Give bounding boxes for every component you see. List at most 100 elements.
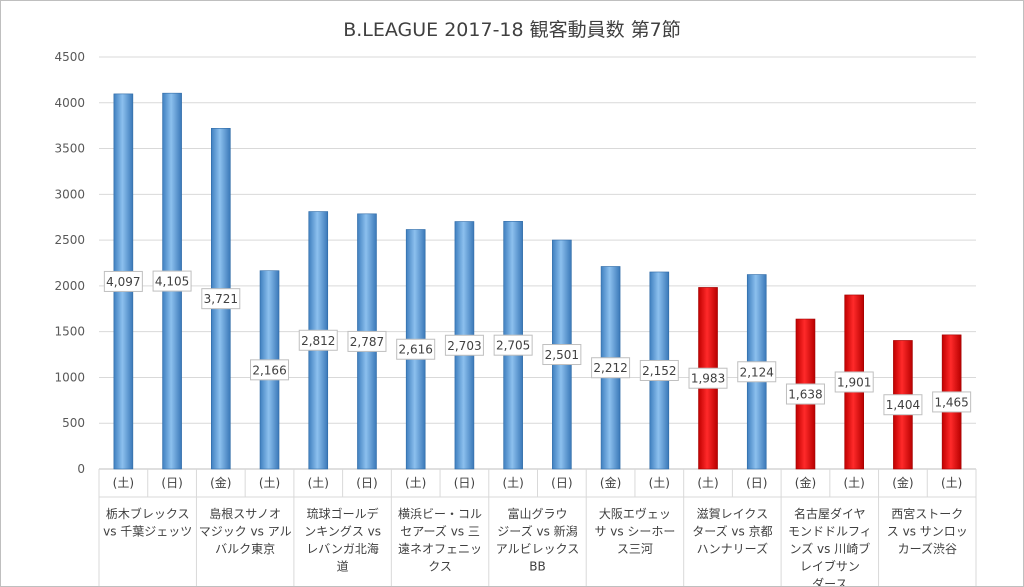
day-label: (土) <box>844 476 865 490</box>
day-label: (日) <box>454 476 475 490</box>
match-label: 名古屋ダイヤ <box>794 506 866 521</box>
match-label: レイブサン <box>800 559 860 574</box>
data-label-box <box>103 270 143 292</box>
y-tick-label: 1000 <box>54 370 85 384</box>
y-tick-label: 4500 <box>54 50 85 64</box>
data-label-box <box>201 288 241 310</box>
day-label: (土) <box>259 476 280 490</box>
y-tick-label: 1500 <box>54 325 85 339</box>
data-label: 2,501 <box>545 348 579 362</box>
match-label: バルク東京 <box>215 542 275 556</box>
match-label: vs 千葉ジェッツ <box>103 525 192 539</box>
match-label: マジック vs アル <box>199 525 292 539</box>
data-labels: 4,097 4,105 3,721 2,166 2,812 2,787 2,616 2,703… <box>103 270 972 416</box>
data-label-box <box>493 334 533 356</box>
data-label: 1,638 <box>788 388 822 402</box>
data-label: 1,465 <box>934 395 968 409</box>
day-label: (金) <box>600 475 621 490</box>
match-label: ンキングス vs <box>304 525 381 539</box>
match-label: 富山グラウ <box>507 506 567 521</box>
match-label: 道 <box>337 560 349 574</box>
data-label: 4,105 <box>155 275 189 289</box>
data-label-box <box>396 338 436 360</box>
chart-title: B.LEAGUE 2017-18 観客動員数 第7節 <box>343 19 681 41</box>
day-label: (金) <box>795 475 816 490</box>
data-label-box <box>639 359 679 381</box>
gridlines <box>99 56 976 470</box>
data-label-box <box>250 359 290 381</box>
y-tick-label: 0 <box>77 462 85 476</box>
data-label: 1,983 <box>691 372 725 386</box>
data-label: 2,703 <box>447 339 481 353</box>
day-label: (土) <box>308 476 329 490</box>
data-label-box <box>883 394 923 416</box>
day-label: (金) <box>892 475 913 490</box>
match-label: 滋賀レイクス <box>697 507 768 521</box>
data-label: 2,787 <box>350 335 384 349</box>
data-label-box <box>152 270 192 292</box>
day-label: (日) <box>551 476 572 490</box>
match-label: 西宮ストーク <box>891 506 963 521</box>
data-label-box <box>542 344 582 366</box>
match-label: ス vs サンロッ <box>887 525 968 539</box>
match-label: ス三河 <box>617 542 653 556</box>
match-label: 島根スサノオ <box>209 506 281 521</box>
match-label: 横浜ビー・コル <box>398 507 482 521</box>
data-label-box <box>785 383 825 405</box>
y-tick-label: 2500 <box>54 233 85 247</box>
match-label: 琉球ゴールデ <box>307 506 379 521</box>
day-label: (土) <box>649 476 670 490</box>
data-label: 2,705 <box>496 339 530 353</box>
data-label-box <box>444 334 484 356</box>
day-label: (日) <box>356 476 377 490</box>
data-label: 2,212 <box>593 361 627 375</box>
y-tick-label: 4000 <box>54 96 85 110</box>
match-label: レバンガ北海 <box>306 541 379 556</box>
data-label-box <box>688 367 728 389</box>
day-label: (日) <box>746 476 767 490</box>
match-label: クス <box>428 560 452 574</box>
data-label-box <box>591 357 631 379</box>
y-tick-label: 500 <box>62 416 85 430</box>
data-label-box <box>298 329 338 351</box>
match-label: BB <box>529 560 545 574</box>
data-label-box <box>737 361 777 383</box>
day-label: (土) <box>941 476 962 490</box>
match-label: ジーズ vs 新潟 <box>497 524 577 539</box>
data-label-box <box>347 330 387 352</box>
data-label: 2,616 <box>399 343 433 357</box>
match-label: アルビレックス <box>496 542 580 556</box>
day-label: (金) <box>210 475 231 490</box>
data-label: 2,812 <box>301 334 335 348</box>
day-label: (土) <box>697 476 718 490</box>
day-label: (日) <box>161 476 182 490</box>
data-label-box <box>932 391 972 413</box>
match-label: モンドドルフィ <box>788 525 872 539</box>
y-tick-label: 3500 <box>54 142 85 156</box>
match-label: サ vs シーホー <box>594 525 675 539</box>
bars <box>113 92 962 470</box>
data-label: 2,166 <box>252 363 286 377</box>
match-label: ターズ vs 京都 <box>692 524 772 539</box>
match-label: ハンナリーズ <box>697 541 768 556</box>
match-label: ンズ vs 川崎ブ <box>789 541 870 556</box>
data-label: 1,901 <box>837 375 871 389</box>
match-label: ダース <box>812 576 847 586</box>
data-label: 2,124 <box>740 365 774 379</box>
day-label: (土) <box>113 476 134 490</box>
y-tick-label: 3000 <box>54 187 85 201</box>
data-label: 1,404 <box>886 398 920 412</box>
y-axis-ticks: 0 500 1000 1500 2000 2500 3000 3500 4000 4500 <box>54 50 85 476</box>
data-label: 4,097 <box>106 275 140 289</box>
match-label: 大阪エヴェッ <box>599 506 671 521</box>
data-label-box <box>834 371 874 393</box>
day-label: (土) <box>502 476 523 490</box>
y-tick-label: 2000 <box>54 279 85 293</box>
match-label: 遠ネオフェニッ <box>398 542 482 556</box>
match-label: 栃木ブレックス <box>106 506 190 521</box>
match-label: カーズ渋谷 <box>898 541 957 556</box>
data-label: 2,152 <box>642 364 676 378</box>
